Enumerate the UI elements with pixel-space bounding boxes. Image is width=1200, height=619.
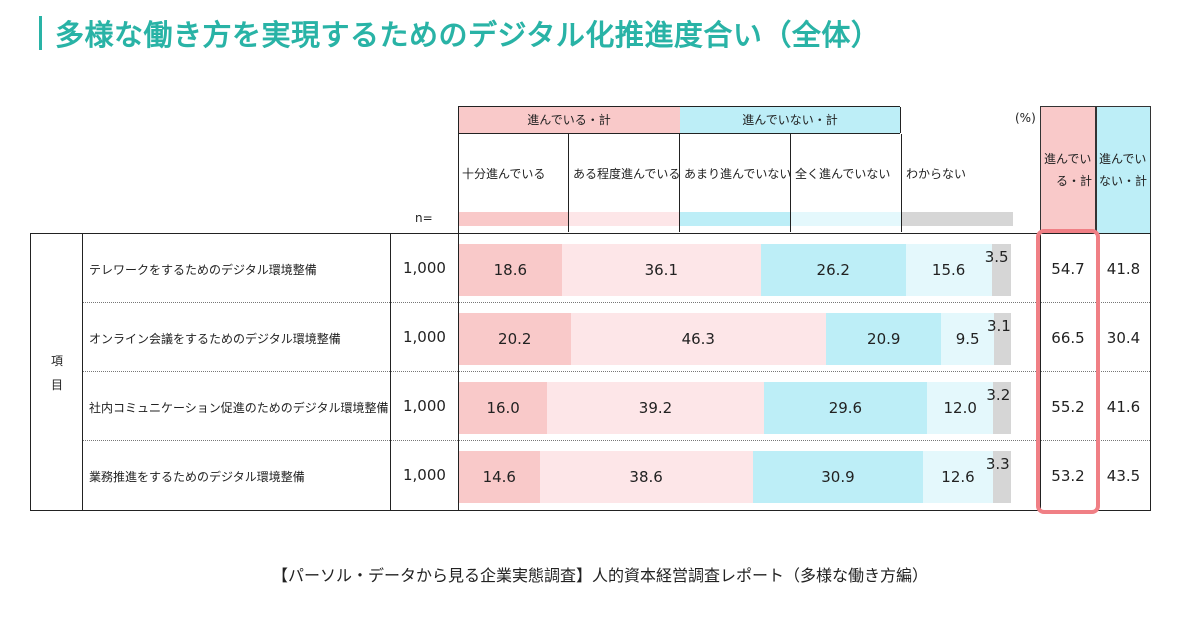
legend-label-2: あまり進んでいない (684, 167, 792, 181)
table-sum-right (1150, 233, 1151, 510)
bar-label-3-2: 30.9 (821, 468, 855, 486)
sum-progress-header-l1: 進んでい (1044, 152, 1092, 166)
legend-swatch-2 (680, 212, 791, 226)
bar-seg-1-3 (941, 313, 994, 365)
row-n-3: 1,000 (403, 465, 446, 484)
table-bottom-border (30, 510, 1151, 511)
page-title: 多様な働き方を実現するためのデジタル化推進度合い（全体） (55, 18, 881, 52)
sum-not-progress-2: 41.6 (1106, 397, 1141, 416)
bar-seg-3-3 (923, 451, 993, 503)
sum-not-progress-3: 43.5 (1106, 466, 1141, 485)
bar-seg-0-1 (561, 244, 761, 296)
bar-seg-2-3 (927, 382, 994, 434)
header-group-bottom-border (458, 133, 900, 134)
sum-progress-2: 55.2 (1051, 397, 1085, 416)
row-group-label-2: 目 (51, 378, 64, 392)
bar-seg-3-2 (752, 451, 924, 503)
legend-swatch-4 (902, 212, 1013, 226)
table-group-divider (82, 233, 83, 510)
header-col-divider-2 (790, 134, 791, 232)
bar-seg-2-4 (993, 382, 1011, 434)
table-left-border (30, 233, 31, 510)
bar-seg-1-4 (993, 313, 1011, 365)
bar-label-0-0: 18.6 (493, 261, 528, 279)
bar-seg-2-2 (763, 382, 928, 434)
highlight-box (1036, 229, 1100, 514)
row-label-0: テレワークをするためのデジタル環境整備 (89, 262, 317, 277)
bar-label-1-3: 9.5 (955, 330, 980, 348)
sum-progress-header-l2: る・計 (1056, 174, 1093, 188)
bar-seg-0-4 (991, 244, 1011, 296)
bar-seg-0-0 (459, 244, 562, 296)
row-n-0: 1,000 (403, 258, 446, 277)
title-accent-bar (39, 16, 42, 50)
bar-seg-1-1 (570, 313, 827, 365)
header-group-progress: 進んでいる・計 (458, 107, 681, 133)
row-label-3: 業務推進をするためのデジタル環境整備 (89, 469, 305, 484)
legend-label-3: 全く進んでいない (795, 167, 891, 181)
header-col-divider-3 (901, 134, 902, 232)
bar-seg-0-2 (760, 244, 906, 296)
bar-label-1-0: 20.2 (498, 330, 532, 348)
sum-not-progress-0: 41.8 (1106, 259, 1141, 278)
legend-label-1: ある程度進んでいる (573, 167, 681, 181)
bar-label-1-2: 20.9 (867, 330, 901, 348)
sum-progress-header (1040, 106, 1096, 234)
bar-label-2-4: 3.2 (986, 386, 1011, 404)
bar-seg-0-3 (905, 244, 992, 296)
bar-seg-1-2 (826, 313, 942, 365)
bar-label-3-0: 14.6 (482, 468, 516, 486)
row-group-label-1: 項 (51, 354, 64, 368)
bar-label-1-4: 3.1 (986, 317, 1011, 335)
n-label: n= (415, 211, 433, 225)
sum-not-header (1096, 106, 1151, 234)
sum-not-progress-1: 30.4 (1106, 328, 1141, 347)
header-col-divider-0 (568, 134, 569, 232)
unit-label: (%) (1015, 111, 1036, 125)
legend-swatch-0 (458, 212, 569, 226)
bar-seg-2-0 (459, 382, 548, 434)
bar-seg-3-0 (459, 451, 540, 503)
source-caption: 【パーソル・データから見る企業実態調査】人的資本経営調査レポート（多様な働き方編… (271, 566, 928, 585)
legend-label-0: 十分進んでいる (462, 167, 546, 181)
bar-seg-3-1 (539, 451, 753, 503)
row-divider-1 (83, 302, 1150, 303)
bar-label-0-3: 15.6 (931, 261, 966, 279)
bar-label-2-0: 16.0 (486, 399, 520, 417)
bar-label-2-2: 29.6 (828, 399, 863, 417)
bar-seg-2-1 (547, 382, 764, 434)
bar-label-1-1: 46.3 (681, 330, 715, 348)
sum-progress-1: 66.5 (1051, 328, 1085, 347)
sum-not-header-l1: 進んでい (1099, 152, 1147, 166)
row-label-1: オンライン会議をするためのデジタル環境整備 (89, 331, 341, 346)
legend-swatch-3 (791, 212, 902, 226)
sum-not-header-l2: ない・計 (1099, 174, 1148, 188)
bar-label-2-3: 12.0 (943, 399, 977, 417)
bar-label-2-1: 39.2 (638, 399, 673, 417)
row-divider-3 (83, 440, 1150, 441)
row-n-1: 1,000 (403, 327, 446, 346)
bar-label-0-1: 36.1 (644, 261, 678, 279)
bar-label-3-3: 12.6 (941, 468, 975, 486)
row-divider-2 (83, 371, 1150, 372)
bar-label-0-4: 3.5 (984, 248, 1009, 266)
header-top-border (458, 106, 900, 107)
bar-seg-3-4 (992, 451, 1011, 503)
table-top-border (30, 233, 1151, 234)
bar-label-3-4: 3.3 (985, 455, 1010, 473)
row-label-2: 社内コミュニケーション促進のためのデジタル環境整備 (89, 400, 389, 415)
legend-swatch-1 (569, 212, 680, 226)
sum-progress-3: 53.2 (1051, 466, 1085, 485)
bar-seg-1-0 (459, 313, 571, 365)
bar-label-3-1: 38.6 (629, 468, 663, 486)
sum-progress-0: 54.7 (1051, 259, 1085, 278)
header-group-not-progress: 進んでいない・計 (680, 107, 901, 133)
header-left-border (458, 106, 459, 510)
header-col-divider-1 (679, 134, 680, 232)
legend-label-4: わからない (906, 167, 967, 181)
row-n-2: 1,000 (403, 396, 446, 415)
bar-label-0-2: 26.2 (816, 261, 850, 279)
